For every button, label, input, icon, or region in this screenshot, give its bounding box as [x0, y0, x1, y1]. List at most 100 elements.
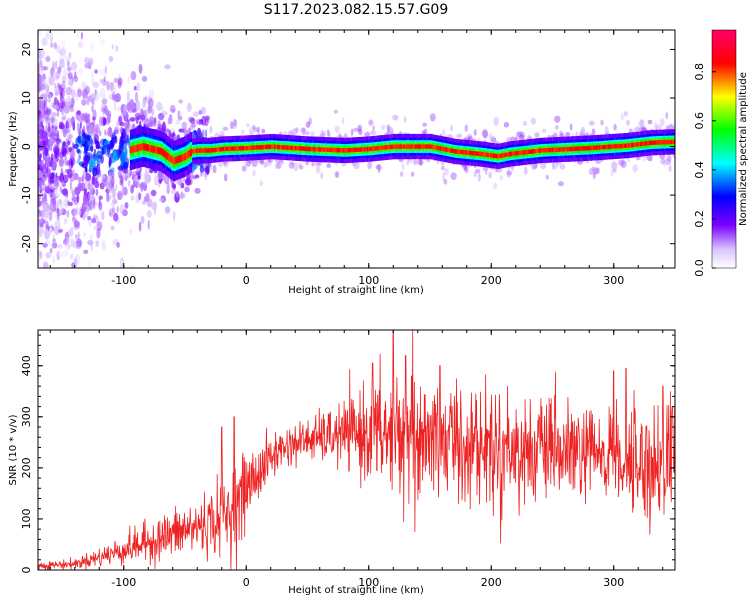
spectrogram-cell: [126, 102, 132, 112]
spectrogram-cell: [665, 111, 669, 120]
spectrogram-ridge: [578, 146, 581, 151]
spectrogram-cell: [43, 110, 47, 115]
spectrogram-cell: [47, 168, 51, 178]
spectrogram-cell: [47, 98, 51, 103]
spectrogram-cell: [38, 228, 43, 238]
spectrogram-cell: [638, 126, 645, 132]
spectrogram-cell: [41, 203, 44, 208]
spectrogram-ridge: [150, 145, 153, 153]
spectrogram-cell: [59, 58, 65, 69]
spectrogram-cell: [129, 168, 132, 177]
spectrogram-cell: [131, 171, 138, 177]
spectrogram-cell: [153, 175, 159, 186]
spectrogram-ridge: [462, 150, 465, 155]
spectrogram-cell: [70, 149, 76, 159]
spectrogram-cell: [91, 218, 97, 224]
spectrogram-ridge: [591, 145, 594, 151]
spectrogram-ridge: [560, 147, 563, 152]
spectrogram-cell: [39, 153, 43, 159]
spectrogram-cell: [73, 220, 80, 228]
spectrogram-cell: [66, 236, 71, 246]
spectrogram-cell: [145, 192, 150, 203]
spectrogram-cell: [38, 180, 43, 190]
figure-title: S117.2023.082.15.57.G09: [264, 2, 449, 18]
spectrogram-cell: [92, 167, 98, 177]
spectrogram-cell: [95, 140, 100, 149]
spectrogram-ridge: [325, 147, 328, 152]
spectrogram-cell: [59, 204, 64, 213]
spectrogram-cell: [513, 136, 519, 142]
spectrogram-cell: [86, 128, 90, 133]
spectrogram-ridge: [307, 146, 310, 152]
spectrogram-cell: [43, 286, 47, 294]
spectrogram-cell: [171, 183, 176, 189]
spectrogram-cell: [223, 161, 227, 166]
spectrogram-cell: [62, 128, 69, 135]
spectrogram-ridge: [268, 144, 271, 149]
spectrogram-cell: [62, 40, 66, 48]
spectrogram-cell: [43, 228, 50, 240]
spectrogram-ridge: [604, 144, 607, 150]
spectrogram-cell: [74, 200, 78, 206]
spectrogram-cell: [86, 258, 92, 268]
spectrogram-ridge: [393, 144, 395, 149]
spectrogram-ridge: [540, 148, 542, 153]
spectrogram-ridge: [444, 147, 447, 152]
spectrogram-ridge: [425, 144, 428, 149]
spectrogram-ridge: [610, 144, 613, 149]
spectrogram-cell: [58, 105, 61, 111]
spectrogram-cell: [209, 125, 213, 134]
spectrogram-ridge: [354, 147, 357, 152]
spectrogram-cell: [38, 102, 43, 110]
spectrogram-ridge: [420, 144, 423, 149]
spectrogram-cell: [642, 155, 647, 162]
spectrogram-cell: [533, 163, 538, 169]
spectrogram-cell: [180, 182, 185, 189]
spectrogram-cell: [41, 37, 48, 47]
spectrogram-cell: [100, 103, 107, 114]
spectrogram-cell: [620, 113, 624, 121]
spectrogram-cell: [81, 133, 87, 141]
spectrogram-ridge: [493, 153, 495, 158]
spectrogram-cell: [102, 106, 105, 117]
spectrogram-ridge: [391, 144, 394, 149]
spectrogram-cell: [261, 128, 266, 134]
spectrogram-ridge: [132, 145, 135, 153]
spectrogram-cell: [308, 117, 312, 125]
spectrogram-ridge: [638, 141, 641, 147]
spectrogram-ridge: [250, 145, 253, 150]
spectrogram-cell: [50, 42, 54, 48]
spectrogram-ridge: [163, 150, 166, 158]
spectrogram-ridge: [165, 151, 168, 159]
spectrogram-ridge: [598, 145, 601, 150]
spectrogram-cell: [46, 304, 48, 311]
spectrogram-cell: [54, 91, 59, 96]
spectrogram-ridge: [500, 153, 503, 158]
spectrogram-cell: [49, 184, 55, 190]
spectrogram-ridge: [403, 144, 406, 149]
spectrogram-cell: [102, 178, 108, 187]
spectrogram-cell: [83, 232, 86, 237]
spectrogram-cell: [59, 181, 62, 191]
spectrogram-ridge: [243, 146, 246, 151]
spectrogram-cell: [56, 244, 63, 249]
spectrogram-cell: [328, 132, 331, 137]
spectrogram-cell: [134, 91, 139, 103]
spectrogram-cell: [124, 120, 130, 130]
spectrogram-ridge: [246, 145, 248, 151]
spectrogram-cell: [72, 240, 77, 249]
spectrogram-cell: [83, 155, 89, 166]
spectrogram-ridge: [409, 144, 412, 149]
spectrogram-cell: [647, 119, 653, 125]
spectrogram-cell: [321, 130, 326, 138]
spectrogram-cell: [668, 165, 672, 173]
spectrogram-cell: [75, 92, 78, 102]
spectrogram-cell: [300, 127, 306, 133]
spectrogram-ridge: [572, 146, 575, 152]
spectrogram-cell: [76, 33, 79, 39]
spectrogram-cell: [38, 175, 43, 187]
spectrogram-cell: [275, 163, 282, 169]
spectrogram-ridge: [581, 146, 584, 151]
spectrogram-ridge: [387, 145, 390, 150]
